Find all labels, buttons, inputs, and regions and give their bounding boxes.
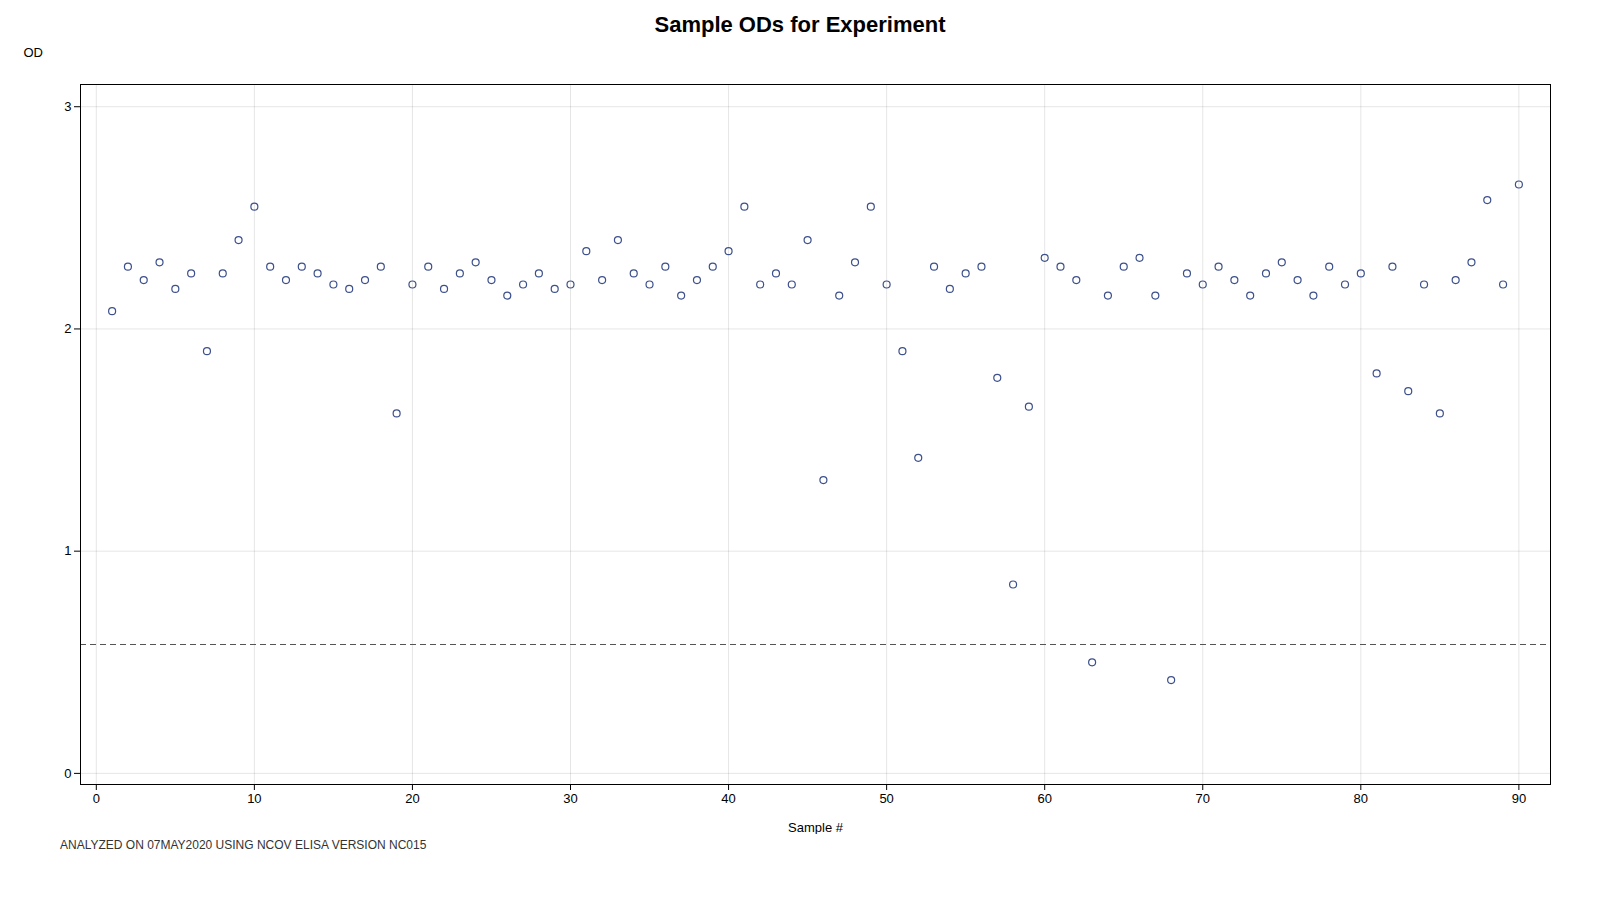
svg-text:30: 30 bbox=[563, 791, 577, 806]
svg-text:70: 70 bbox=[1196, 791, 1210, 806]
svg-text:60: 60 bbox=[1037, 791, 1051, 806]
svg-text:10: 10 bbox=[247, 791, 261, 806]
svg-text:90: 90 bbox=[1512, 791, 1526, 806]
html-text:Sample ODs for Experiment: Sample ODs for Experiment bbox=[654, 12, 946, 37]
svg-text:80: 80 bbox=[1354, 791, 1368, 806]
html-text:ANALYZED ON 07MAY2020 USING NC: ANALYZED ON 07MAY2020 USING NCOV ELISA V… bbox=[60, 838, 427, 852]
svg-text:Sample #: Sample # bbox=[788, 820, 844, 835]
svg-text:0: 0 bbox=[64, 766, 71, 781]
svg-text:2: 2 bbox=[64, 321, 71, 336]
svg-text:20: 20 bbox=[405, 791, 419, 806]
svg-text:50: 50 bbox=[879, 791, 893, 806]
svg-text:3: 3 bbox=[64, 99, 71, 114]
svg-text:40: 40 bbox=[721, 791, 735, 806]
svg-text:OD: OD bbox=[24, 45, 44, 60]
svg-text:0: 0 bbox=[93, 791, 100, 806]
svg-text:1: 1 bbox=[64, 543, 71, 558]
